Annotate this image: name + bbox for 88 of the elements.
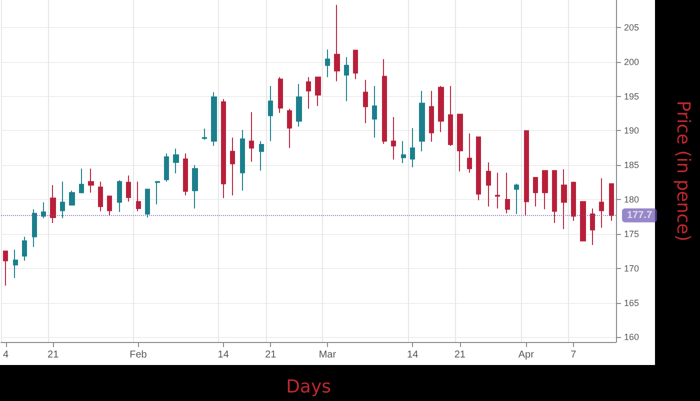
candlestick <box>249 112 254 162</box>
candlestick <box>3 250 8 286</box>
candlestick <box>126 174 131 202</box>
candlestick <box>401 140 406 164</box>
y-tick-label: 175 <box>624 228 640 239</box>
x-tick-label: 4 <box>2 350 9 360</box>
candlestick <box>382 58 387 144</box>
y-tick-label: 170 <box>624 263 640 274</box>
candlestick <box>429 90 434 142</box>
candlestick <box>325 49 330 78</box>
x-tick-label: 21 <box>454 350 466 360</box>
candlestick <box>410 127 415 168</box>
candlestick <box>552 170 557 224</box>
x-tick-label: 14 <box>407 350 419 360</box>
candlestick <box>107 196 112 216</box>
candlestick <box>268 86 273 142</box>
y-tick-label: 165 <box>624 298 640 308</box>
candlestick <box>353 50 358 80</box>
x-tick-label: Apr <box>518 350 535 360</box>
candlestick <box>524 130 529 216</box>
x-axis-title: Days <box>286 376 331 398</box>
candlestick <box>173 148 179 174</box>
candlestick <box>344 56 349 102</box>
candlestick <box>22 236 27 262</box>
candlestick <box>145 188 150 218</box>
candlestick <box>590 208 595 246</box>
candlestick <box>486 162 491 207</box>
candlestick <box>259 140 264 172</box>
ref-line-label: 177.7 <box>627 210 652 221</box>
candlestick <box>391 116 396 160</box>
candlestick <box>505 172 510 214</box>
y-tick-label: 200 <box>624 56 640 67</box>
y-axis-title: Price (in pence) <box>672 100 694 242</box>
candlestick <box>155 181 160 205</box>
candlestick <box>79 168 84 194</box>
y-tick-label: 205 <box>624 22 640 33</box>
candlestick <box>372 86 377 138</box>
candlestick <box>32 208 37 248</box>
candlestick <box>183 152 188 196</box>
candlestick <box>192 164 198 210</box>
candlestick <box>599 178 604 228</box>
candlestick <box>69 190 75 206</box>
candlestick <box>561 168 567 230</box>
x-tick-label: Mar <box>318 350 337 360</box>
candlestick <box>438 86 444 133</box>
y-tick-label: 190 <box>624 126 640 136</box>
candlestick <box>334 4 340 82</box>
candlestick <box>88 168 94 194</box>
candlestick <box>495 172 500 210</box>
candlestick <box>419 90 425 152</box>
candlestick <box>278 76 283 114</box>
x-tick-label: 7 <box>570 350 577 360</box>
candlestick <box>41 202 46 219</box>
candlestick <box>514 183 519 215</box>
candlestick <box>467 132 472 174</box>
candlestick <box>476 136 481 201</box>
x-tick-label: 14 <box>218 350 230 360</box>
y-tick-label: 160 <box>624 332 640 342</box>
candlestick <box>448 86 453 146</box>
candlestick <box>306 76 311 110</box>
candlestick <box>457 114 463 172</box>
candlestick <box>164 152 169 182</box>
candlestick <box>221 98 226 199</box>
candlestick <box>580 201 586 242</box>
candlestick <box>13 249 18 279</box>
y-tick-label: 195 <box>624 91 640 102</box>
x-tick-label: 21 <box>265 350 277 360</box>
candlestick <box>296 83 302 128</box>
candlestick <box>240 130 245 192</box>
candlestick <box>60 181 65 219</box>
candlestick <box>230 137 235 196</box>
candlestick <box>202 128 207 140</box>
candlestick <box>211 92 217 146</box>
candlestick <box>117 180 122 212</box>
x-tick-label: 21 <box>48 350 60 360</box>
candlestick <box>363 79 368 124</box>
candlestick <box>50 184 56 224</box>
candlestick <box>136 181 141 212</box>
y-tick-label: 185 <box>624 160 640 170</box>
candlestick <box>98 181 103 212</box>
candlestick <box>542 170 548 210</box>
candlestick <box>609 183 614 222</box>
candlestick <box>533 177 538 207</box>
x-tick-label: Feb <box>130 350 148 360</box>
y-tick-label: 180 <box>624 194 640 205</box>
candlestick <box>571 181 576 222</box>
candlestick <box>315 76 321 106</box>
candlestick <box>287 108 292 148</box>
